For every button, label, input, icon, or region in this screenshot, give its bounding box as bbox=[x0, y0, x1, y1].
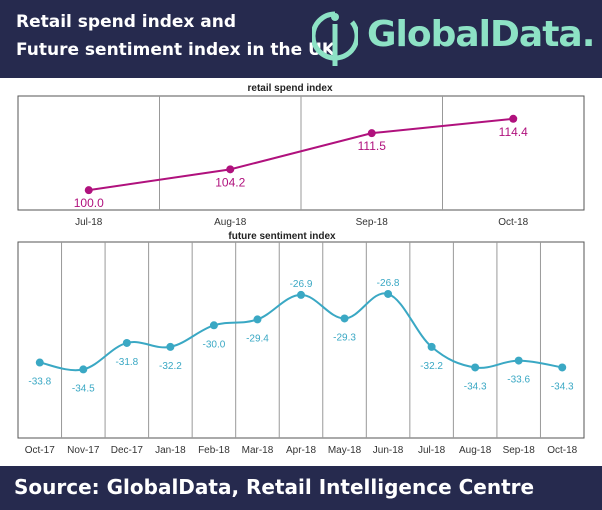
data-point bbox=[384, 289, 393, 298]
data-point bbox=[226, 165, 235, 174]
title-line-2: Future sentiment index in the UK bbox=[16, 40, 336, 60]
data-point bbox=[514, 356, 523, 365]
x-tick-label: Nov-17 bbox=[67, 445, 100, 456]
x-tick-label: Apr-18 bbox=[286, 445, 316, 456]
x-tick-label: Jul-18 bbox=[418, 445, 446, 456]
data-label: -34.5 bbox=[72, 383, 95, 394]
logo-text: GlobalData. bbox=[367, 14, 595, 55]
data-point bbox=[340, 314, 349, 323]
x-tick-label: Sep-18 bbox=[503, 445, 536, 456]
data-point bbox=[253, 315, 262, 324]
title-line-1: Retail spend index and bbox=[16, 12, 237, 32]
x-tick-label: Sep-18 bbox=[356, 217, 389, 228]
data-label: 111.5 bbox=[358, 139, 387, 153]
data-label: -29.3 bbox=[333, 332, 356, 343]
globaldata-logo-icon bbox=[312, 11, 358, 66]
data-point bbox=[297, 290, 305, 299]
x-tick-label: Dec-17 bbox=[111, 445, 144, 456]
future-sentiment-frame bbox=[17, 241, 585, 439]
x-tick-label: Oct-18 bbox=[498, 217, 528, 228]
data-point bbox=[427, 342, 436, 351]
data-point bbox=[79, 365, 88, 374]
retail-spend-line bbox=[88, 117, 514, 192]
future-sentiment-title: future sentiment index bbox=[228, 231, 336, 242]
data-label: -31.8 bbox=[115, 357, 138, 368]
x-tick-label: Aug-18 bbox=[459, 445, 492, 456]
data-label: 100.0 bbox=[74, 196, 104, 210]
data-label: -34.3 bbox=[464, 381, 487, 392]
retail-spend-chart: retail spend index Jul-18 Aug-18 Sep-18 Oct… bbox=[17, 83, 585, 228]
data-point bbox=[558, 363, 567, 372]
x-tick-label: Mar-18 bbox=[242, 445, 274, 456]
data-label: -29.4 bbox=[246, 333, 269, 344]
x-tick-label: Aug-18 bbox=[214, 217, 247, 228]
future-sentiment-chart: future sentiment index Oct-17 Nov-17 Dec-1… bbox=[17, 231, 585, 456]
data-point bbox=[35, 358, 44, 367]
data-point bbox=[367, 129, 376, 138]
footer-banner: Source: GlobalData, Retail Intelligence … bbox=[0, 466, 602, 510]
x-tick-label: May-18 bbox=[328, 445, 362, 456]
data-label: -33.6 bbox=[507, 375, 530, 386]
retail-spend-title: retail spend index bbox=[247, 83, 332, 94]
data-label: -30.0 bbox=[203, 339, 226, 350]
x-tick-label: Oct-17 bbox=[25, 445, 55, 456]
data-point bbox=[509, 114, 518, 123]
data-point bbox=[166, 342, 175, 351]
data-label: 114.4 bbox=[499, 125, 528, 139]
x-tick-label: Feb-18 bbox=[198, 445, 230, 456]
data-label: -32.2 bbox=[420, 361, 443, 372]
data-point bbox=[209, 321, 218, 330]
x-tick-label: Jan-18 bbox=[155, 445, 186, 456]
charts-area: retail spend index Jul-18 Aug-18 Sep-18 Oct… bbox=[17, 83, 585, 456]
data-label: -33.8 bbox=[28, 377, 51, 388]
data-label: -26.8 bbox=[377, 278, 400, 289]
source-text: Source: GlobalData, Retail Intelligence … bbox=[14, 475, 535, 499]
x-tick-label: Jun-18 bbox=[373, 445, 404, 456]
data-label: -32.2 bbox=[159, 361, 182, 372]
data-point bbox=[84, 186, 93, 195]
header-banner: Retail spend index and Future sentiment … bbox=[0, 0, 602, 78]
data-label: -34.3 bbox=[551, 381, 574, 392]
data-label: 104.2 bbox=[215, 175, 245, 189]
data-point bbox=[471, 363, 480, 372]
x-tick-label: Oct-18 bbox=[547, 445, 577, 456]
data-label: -26.9 bbox=[290, 279, 313, 290]
data-point bbox=[122, 338, 131, 347]
x-tick-label: Jul-18 bbox=[75, 217, 103, 228]
